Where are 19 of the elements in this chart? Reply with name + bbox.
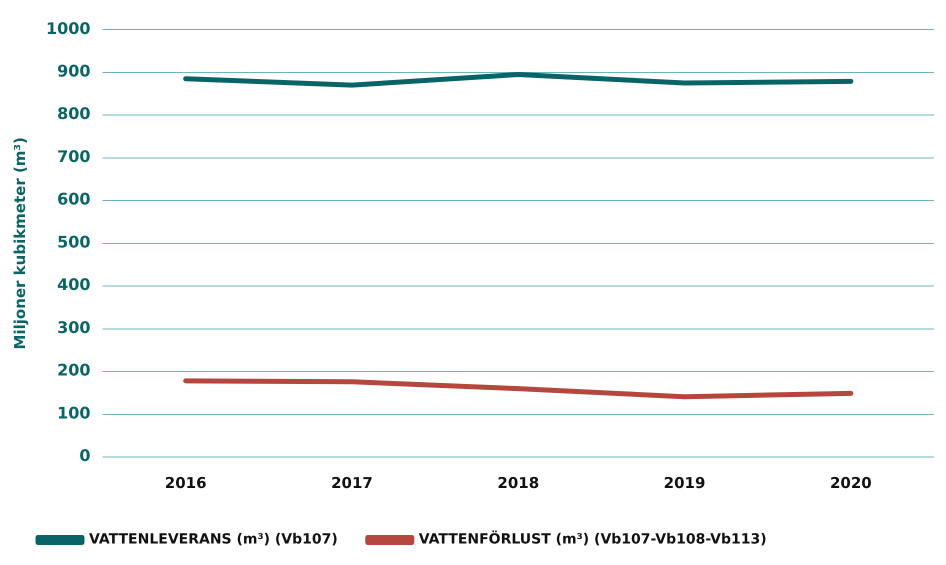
legend-label: VATTENFÖRLUST (m³) (Vb107-Vb108-Vb113) bbox=[418, 530, 767, 548]
y-tick-label: 400 bbox=[57, 275, 91, 294]
y-tick-label: 700 bbox=[57, 146, 91, 166]
y-tick-label: 300 bbox=[57, 318, 91, 337]
x-tick-label: 2016 bbox=[164, 474, 207, 492]
x-tick-label: 2018 bbox=[497, 474, 540, 492]
x-tick-label: 2020 bbox=[830, 474, 872, 492]
y-tick-label: 800 bbox=[57, 104, 91, 124]
y-tick-label: 100 bbox=[57, 403, 91, 422]
x-tick-label: 2017 bbox=[331, 474, 373, 492]
y-axis-title: Miljoner kubikmeter (m³) bbox=[10, 137, 29, 350]
y-tick-label: 500 bbox=[57, 232, 91, 252]
y-tick-label: 0 bbox=[79, 446, 91, 466]
y-tick-label: 200 bbox=[57, 360, 91, 380]
y-tick-label: 900 bbox=[57, 61, 91, 80]
y-tick-label: 600 bbox=[57, 190, 91, 209]
legend-label: VATTENLEVERANS (m³) (Vb107) bbox=[89, 532, 338, 548]
y-tick-label: 1000 bbox=[46, 18, 91, 38]
x-tick-label: 2019 bbox=[664, 474, 706, 492]
